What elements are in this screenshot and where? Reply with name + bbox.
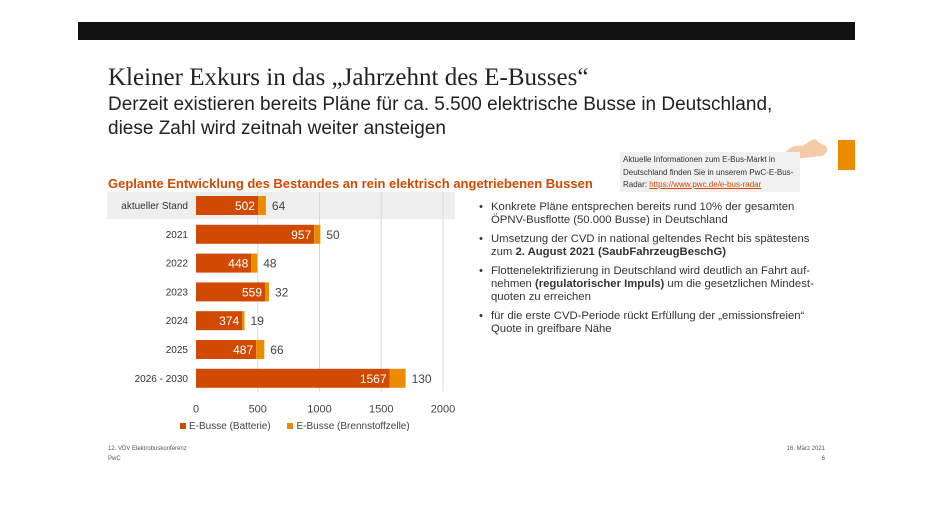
chart-legend: E-Busse (Batterie) E-Busse (Brennstoffze…: [180, 421, 410, 432]
bullet-bold-text: 2. August 2021 (SaubFahrzeugBeschG): [515, 246, 726, 258]
bullet-item: Konkrete Pläne entsprechen bereits rund …: [478, 201, 828, 227]
bullet-item: Umsetzung der CVD in national geltendes …: [478, 233, 828, 259]
data-label-battery: 559: [242, 285, 262, 299]
bar-fuelcell: [251, 253, 258, 273]
bullet-text-after: um die gesetzlichen Mindest-quoten zu er…: [491, 278, 814, 303]
e-bus-radar-link[interactable]: https://www.pwc.de/e-bus-radar: [649, 180, 762, 189]
slide-subtitle-line-2: diese Zahl wird zeitnah weiter ansteigen: [108, 118, 446, 139]
category-label: 2024: [166, 316, 189, 327]
category-label: aktueller Stand: [121, 201, 188, 212]
bar-battery: [196, 340, 257, 359]
bullet-text: für die erste CVD-Periode rückt Erfüllun…: [491, 310, 805, 335]
data-label-battery: 487: [233, 343, 253, 357]
bar-battery: [196, 224, 315, 244]
data-label-fuelcell: 50: [326, 228, 340, 242]
slide-subtitle-line-1: Derzeit existieren bereits Pläne für ca.…: [108, 94, 773, 115]
data-label-battery: 957: [291, 228, 311, 242]
bar-battery: [196, 311, 243, 331]
bar-fuelcell: [257, 196, 266, 215]
bullet-text: Konkrete Pläne entsprechen bereits rund …: [491, 201, 795, 226]
category-label: 2022: [166, 259, 189, 270]
footer-date: 16. März 2021: [786, 446, 825, 452]
data-label-battery: 374: [219, 314, 239, 328]
data-label-fuelcell: 130: [412, 372, 432, 386]
bullet-list: Konkrete Pläne entsprechen bereits rund …: [478, 201, 828, 342]
bullet-text: Flottenelektrifizierung in Deutschland w…: [491, 265, 810, 290]
bar-fuelcell: [314, 224, 321, 244]
category-label: 2026 - 2030: [135, 374, 189, 385]
data-label-fuelcell: 19: [251, 314, 265, 328]
footer-page-number: 6: [821, 456, 825, 462]
bar-chart: 0 500 1000 1500 2000 aktueller Stand 502 64 2021…: [107, 192, 455, 416]
x-tick-label: 500: [249, 404, 267, 416]
orange-tab-marker: [838, 140, 855, 170]
data-label-battery: 1567: [360, 372, 387, 386]
data-label-fuelcell: 64: [272, 199, 286, 213]
bar-battery: [196, 368, 390, 388]
data-label-fuelcell: 48: [263, 257, 277, 271]
info-box: Aktuelle Informationen zum E-Bus-Markt i…: [620, 152, 800, 192]
category-label: 2023: [166, 287, 189, 298]
legend-label-fuelcell: E-Busse (Brennstoffzelle): [296, 421, 410, 432]
data-label-fuelcell: 32: [275, 285, 289, 299]
category-label: 2025: [166, 345, 189, 356]
window-top-bar: [78, 22, 855, 40]
footer-company: PwC: [108, 456, 121, 462]
data-label-battery: 448: [228, 257, 248, 271]
bar-fuelcell: [256, 340, 265, 359]
bar-fuelcell: [265, 282, 269, 302]
x-tick-label: 1000: [307, 404, 331, 416]
info-text: Aktuelle Informationen zum E-Bus-Markt i…: [623, 155, 794, 189]
legend-swatch-battery: [180, 423, 186, 430]
data-label-battery: 502: [235, 199, 255, 213]
bullet-bold-text: (regulatorischer Impuls): [534, 278, 665, 290]
bullet-item: Flottenelektrifizierung in Deutschland w…: [478, 265, 828, 304]
bullet-text: Umsetzung der CVD in national geltendes …: [491, 233, 810, 258]
slide-title: Kleiner Exkurs in das „Jahrzehnt des E-B…: [108, 64, 589, 91]
bar-battery: [196, 196, 258, 215]
legend-swatch-fuelcell: [287, 423, 294, 430]
x-tick-label: 0: [193, 404, 199, 416]
category-label: 2021: [166, 230, 189, 241]
bar-fuelcell: [389, 368, 406, 388]
chart-title: Geplante Entwicklung des Bestandes an re…: [108, 176, 593, 191]
bullet-item: für die erste CVD-Periode rückt Erfüllun…: [478, 310, 828, 336]
highlight-row-background: [107, 192, 455, 219]
x-tick-label: 2000: [431, 404, 455, 416]
bar-fuelcell: [242, 311, 245, 331]
footer-event: 12. VDV Elektrobuskonferenz: [108, 446, 187, 452]
bar-battery: [196, 253, 252, 273]
data-label-fuelcell: 66: [270, 343, 284, 357]
bar-battery: [196, 282, 266, 302]
x-tick-label: 1500: [369, 404, 393, 416]
legend-label-battery: E-Busse (Batterie): [189, 421, 271, 432]
